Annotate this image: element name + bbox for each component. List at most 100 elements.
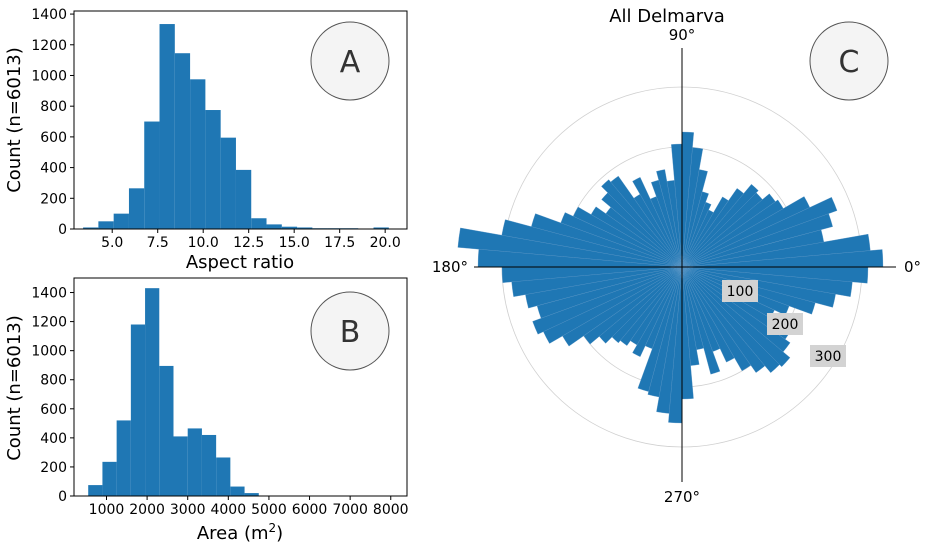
panel-a-bar xyxy=(174,53,191,230)
panel-a-bar xyxy=(144,121,160,229)
polar-bar xyxy=(601,179,683,268)
panel-c-angle-label-270: 270° xyxy=(664,488,700,506)
panel-b-bar xyxy=(116,420,131,496)
polar-bar xyxy=(611,266,683,344)
polar-bar xyxy=(620,266,683,346)
panel-b-xtick-label: 2000 xyxy=(129,502,165,518)
radial-label-200: 200 xyxy=(772,317,799,333)
panel-b-bar xyxy=(88,485,103,496)
polar-bar xyxy=(525,266,683,309)
panel-b-frame xyxy=(73,277,408,497)
polar-bar xyxy=(583,266,683,345)
panel-b-bar xyxy=(130,324,146,496)
radial-label-box xyxy=(810,345,846,367)
panel-a-ytick-label: 600 xyxy=(40,130,67,146)
panel-a-bar xyxy=(205,110,221,229)
panel-b-xtick-label: 4000 xyxy=(210,502,246,518)
panel-c-angle-label-0: 0° xyxy=(904,258,921,276)
panel-b-bar xyxy=(244,493,259,496)
panel-b-bar xyxy=(102,461,117,496)
polar-bar xyxy=(601,192,683,268)
panel-a-ticks: 5.0 7.5 10.0 12.5 15.0 17.5 20.0 0 200 400 600 800 1… xyxy=(31,7,400,251)
panel-a-bar xyxy=(83,227,99,229)
panel-c-angle-label-180: 180° xyxy=(432,258,468,276)
panel-c-label: C xyxy=(839,45,860,80)
polar-bar xyxy=(681,184,759,268)
panel-a-bar xyxy=(113,213,129,229)
panel-c-title: All Delmarva xyxy=(609,6,725,27)
panel-b-xtick-label: 5000 xyxy=(251,502,287,518)
panel-b-bars xyxy=(88,288,259,496)
panel-b-xtick-label: 6000 xyxy=(292,502,328,518)
panel-b-ytick-label: 1400 xyxy=(31,286,67,302)
polar-bar xyxy=(681,196,810,268)
panel-b-xtick-label: 7000 xyxy=(332,502,368,518)
panel-b-label: B xyxy=(340,315,361,350)
panel-a-bar xyxy=(190,79,206,230)
radial-label-300: 300 xyxy=(815,349,842,365)
polar-bar xyxy=(681,193,776,268)
panel-a-xtick-label: 10.0 xyxy=(188,235,219,251)
panel-b-ytick-label: 1000 xyxy=(31,344,67,360)
polar-bar xyxy=(681,266,791,353)
panel-c-bars xyxy=(457,131,884,424)
panel-a-badge xyxy=(310,21,390,101)
polar-bar xyxy=(681,199,784,268)
panel-a-ytick-label: 800 xyxy=(40,99,67,115)
radial-label-box xyxy=(767,313,803,335)
panel-b-ytick-label: 1200 xyxy=(31,315,67,331)
panel-a-xlabel: Aspect ratio xyxy=(186,252,294,273)
polar-bar xyxy=(632,177,683,268)
panel-a-bar xyxy=(297,227,313,229)
panel-b-bar xyxy=(201,434,217,496)
panel-a-bar xyxy=(266,224,282,229)
panel-b-bar xyxy=(187,428,202,496)
panel-b-ticks: 1000 2000 3000 4000 5000 6000 7000 800002004006… xyxy=(31,286,408,518)
panel-a-ytick-label: 1400 xyxy=(31,7,67,23)
polar-bar xyxy=(532,266,683,335)
panel-b-bar xyxy=(230,486,245,496)
panel-b-bar xyxy=(173,436,188,496)
panel-a-bar xyxy=(235,169,252,229)
panel-b-ytick-label: 600 xyxy=(40,402,67,418)
panel-a-ytick-label: 200 xyxy=(40,191,67,207)
panel-a-xtick-label: 15.0 xyxy=(279,235,310,251)
panel-b-ylabel: Count (n=6013) xyxy=(4,315,25,461)
panel-a-ytick-label: 400 xyxy=(40,161,67,177)
panel-a-bar xyxy=(220,137,236,229)
polar-bar xyxy=(681,188,744,268)
radial-label-box xyxy=(722,280,758,302)
panel-a-histogram: 5.0 7.5 10.0 12.5 15.0 17.5 20.0 0 200 400 600 800 1… xyxy=(4,7,408,273)
panel-a-bar xyxy=(373,227,389,229)
panel-b-bar xyxy=(216,457,231,496)
polar-bar xyxy=(457,227,683,268)
panel-a-xtick-label: 20.0 xyxy=(370,235,401,251)
radial-label-100: 100 xyxy=(727,284,754,300)
panel-a-bar xyxy=(281,226,298,229)
panel-b-ytick-label: 400 xyxy=(40,431,67,447)
panel-a-bar xyxy=(159,24,175,229)
panel-c-rose: All Delmarva 0° 90° 180° 270° 100 200 30… xyxy=(432,6,921,506)
polar-bar xyxy=(562,266,683,347)
polar-bar xyxy=(681,197,838,268)
panel-a-xtick-label: 5.0 xyxy=(101,235,123,251)
panel-c-angle-label-90: 90° xyxy=(669,26,696,44)
panel-b-xlabel-suffix: ) xyxy=(276,523,283,544)
panel-a-ytick-label: 1200 xyxy=(31,38,67,54)
polar-bar xyxy=(681,266,721,375)
panel-a-ylabel: Count (n=6013) xyxy=(4,47,25,193)
panel-b-xlabel-superscript: 2 xyxy=(269,521,277,535)
panel-c-badge xyxy=(809,21,889,101)
polar-bar xyxy=(681,196,729,268)
panel-a-bar xyxy=(98,221,114,229)
panel-b-ytick-label: 0 xyxy=(58,489,67,505)
polar-bar xyxy=(632,266,683,357)
panel-a-label: A xyxy=(340,45,361,80)
panel-a-frame xyxy=(73,10,408,230)
panel-a-bar xyxy=(128,188,145,229)
panel-b-ytick-label: 800 xyxy=(40,373,67,389)
polar-bar xyxy=(651,179,683,268)
panel-b-histogram: 1000 2000 3000 4000 5000 6000 7000 800002004006… xyxy=(4,277,409,544)
panel-a-ytick-label: 0 xyxy=(58,222,67,238)
polar-bar xyxy=(543,266,683,344)
